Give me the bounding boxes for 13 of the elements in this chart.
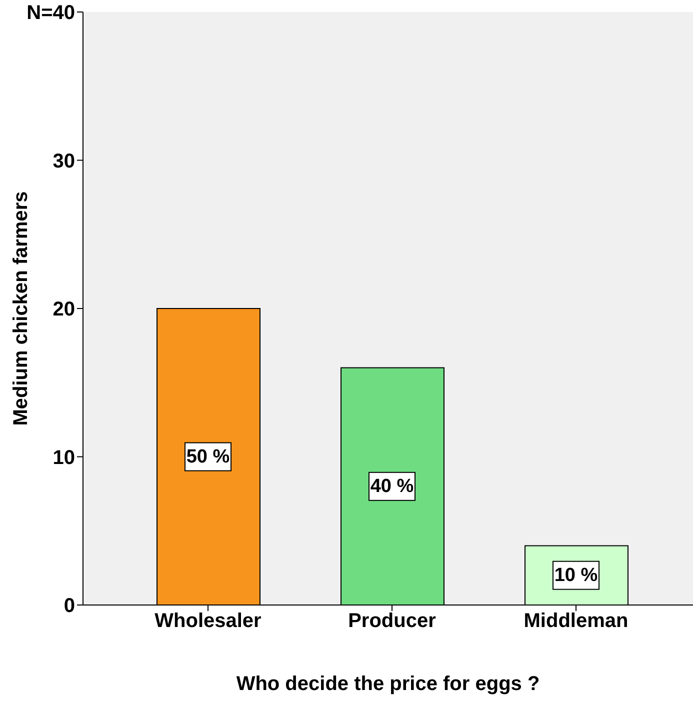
x-tick-label: Producer <box>348 610 436 632</box>
y-tick-label: N=40 <box>26 2 75 24</box>
y-tick-label: 20 <box>52 298 75 321</box>
x-axis-title: Who decide the price for eggs ? <box>236 673 540 695</box>
y-tick-label: 10 <box>52 446 75 469</box>
annotation: 10 % <box>554 564 598 586</box>
x-tick-label: Wholesaler <box>154 610 262 632</box>
annotation: 40 % <box>370 476 414 497</box>
annotation: 50 % <box>186 446 230 468</box>
y-axis-title: Medium chicken farmers <box>10 191 32 426</box>
y-tick-label: 30 <box>52 150 75 172</box>
y-tick-label: 0 <box>64 595 75 618</box>
x-tick-label: Middleman <box>524 610 628 632</box>
